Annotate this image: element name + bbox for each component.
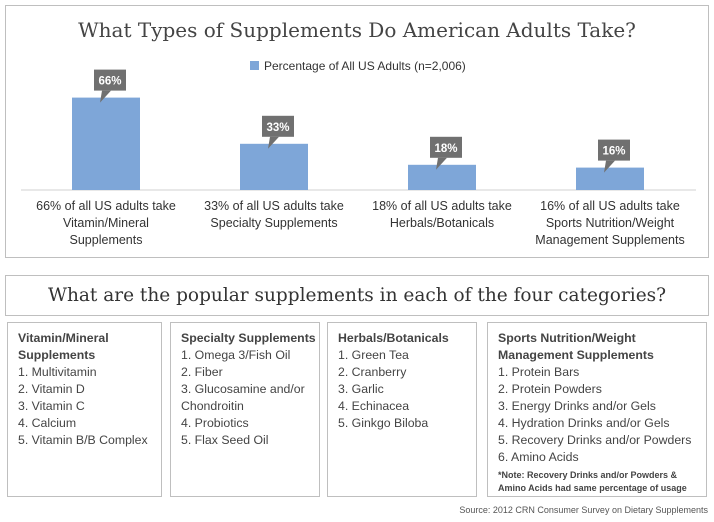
callout-box-specialty: [262, 115, 294, 137]
callout-pointer-herbals: [436, 157, 447, 170]
bar-vitamin-mineral: [72, 97, 140, 190]
callout-pointer-vitamin-mineral: [100, 90, 111, 103]
list-item: 2. Protein Powders: [498, 382, 602, 396]
list-item: 5. Ginkgo Biloba: [338, 416, 429, 430]
callout-box-herbals: [430, 136, 462, 158]
category-label-vitamin-mineral: 66% of all US adults take Vitamin/Minera…: [21, 198, 191, 249]
list-item: 3. Glucosamine and/or: [181, 382, 305, 396]
category-label-specialty: 33% of all US adults take Specialty Supp…: [189, 198, 359, 232]
list-heading: Supplements: [18, 348, 96, 362]
callout-box-vitamin-mineral: [94, 69, 126, 91]
list-box-vitamin-mineral: Vitamin/Mineral Supplements 1. Multivita…: [7, 322, 162, 497]
list-box-specialty: Specialty Supplements 1. Omega 3/Fish Oi…: [170, 322, 320, 497]
list-item: 5. Flax Seed Oil: [181, 433, 269, 447]
list-box-sports-nutrition: Sports Nutrition/Weight Management Suppl…: [487, 322, 707, 497]
callout-box-sports-nutrition: [598, 139, 630, 161]
list-item: 4. Hydration Drinks and/or Gels: [498, 416, 670, 430]
category-label-herbals: 18% of all US adults take Herbals/Botani…: [357, 198, 527, 232]
category-label-sports-nutrition: 16% of all US adults take Sports Nutriti…: [525, 198, 695, 249]
chart-panel: What Types of Supplements Do American Ad…: [5, 5, 709, 258]
category-label-line: Sports Nutrition/Weight: [545, 216, 675, 230]
list-heading: Sports Nutrition/Weight: [498, 331, 636, 345]
list-item: 4. Calcium: [18, 416, 77, 430]
list-item: 1. Green Tea: [338, 348, 409, 362]
list-item: Chondroitin: [181, 399, 244, 413]
category-label-line: Herbals/Botanicals: [389, 216, 495, 230]
list-heading: Herbals/Botanicals: [338, 331, 449, 345]
callout-pointer-specialty: [268, 136, 279, 149]
list-note: *Note: Recovery Drinks and/or Powders & …: [498, 469, 706, 495]
list-box-herbals: Herbals/Botanicals 1. Green Tea 2. Cranb…: [327, 322, 477, 497]
legend-swatch: [250, 61, 259, 70]
list-item: 2. Cranberry: [338, 365, 407, 379]
legend: Percentage of All US Adults (n=2,006): [250, 59, 466, 73]
data-label-sports-nutrition: 16%: [602, 146, 625, 158]
list-item: 3. Garlic: [338, 382, 384, 396]
bar-herbals: [408, 164, 476, 190]
category-label-line: 16% of all US adults take: [540, 199, 680, 213]
category-label-line: Vitamin/Mineral: [63, 216, 149, 230]
category-label-line: 18% of all US adults take: [372, 199, 512, 213]
list-item: 2. Vitamin D: [18, 382, 85, 396]
callout-pointer-sports-nutrition: [604, 160, 615, 173]
list-item: 1. Multivitamin: [18, 365, 97, 379]
bar-specialty: [240, 143, 308, 190]
list-note-line: Amino Acids had same percentage of usage: [498, 483, 687, 493]
data-label-specialty: 33%: [266, 122, 289, 134]
bar-chart: 66% 33% 18% 16%: [21, 69, 696, 191]
data-label-herbals: 18%: [434, 143, 457, 155]
bar-sports-nutrition: [576, 167, 644, 190]
list-item: 1. Omega 3/Fish Oil: [181, 348, 291, 362]
categories-title: What are the popular supplements in each…: [47, 285, 667, 306]
list-heading: Vitamin/Mineral: [18, 331, 109, 345]
list-note-line: *Note: Recovery Drinks and/or Powders &: [498, 470, 678, 480]
category-label-line: Specialty Supplements: [210, 216, 338, 230]
chart-title: What Types of Supplements Do American Ad…: [78, 18, 636, 42]
list-item: 2. Fiber: [181, 365, 223, 379]
legend-label: Percentage of All US Adults (n=2,006): [264, 59, 466, 73]
list-item: 1. Protein Bars: [498, 365, 580, 379]
list-item: 5. Vitamin B/B Complex: [18, 433, 148, 447]
list-item: 6. Amino Acids: [498, 450, 579, 464]
list-item: 3. Energy Drinks and/or Gels: [498, 399, 656, 413]
list-item: 3. Vitamin C: [18, 399, 85, 413]
list-item: 4. Echinacea: [338, 399, 410, 413]
list-item: 4. Probiotics: [181, 416, 249, 430]
list-heading: Specialty Supplements: [181, 331, 316, 345]
category-label-line: Management Supplements: [535, 233, 685, 247]
data-label-vitamin-mineral: 66%: [98, 76, 121, 88]
category-label-line: 66% of all US adults take: [36, 199, 176, 213]
list-heading: Management Supplements: [498, 348, 654, 362]
category-label-line: 33% of all US adults take: [204, 199, 344, 213]
source-caption: Source: 2012 CRN Consumer Survey on Diet…: [459, 505, 708, 515]
list-item: 5. Recovery Drinks and/or Powders: [498, 433, 692, 447]
categories-title-panel: What are the popular supplements in each…: [5, 275, 709, 316]
category-label-line: Supplements: [69, 233, 143, 247]
